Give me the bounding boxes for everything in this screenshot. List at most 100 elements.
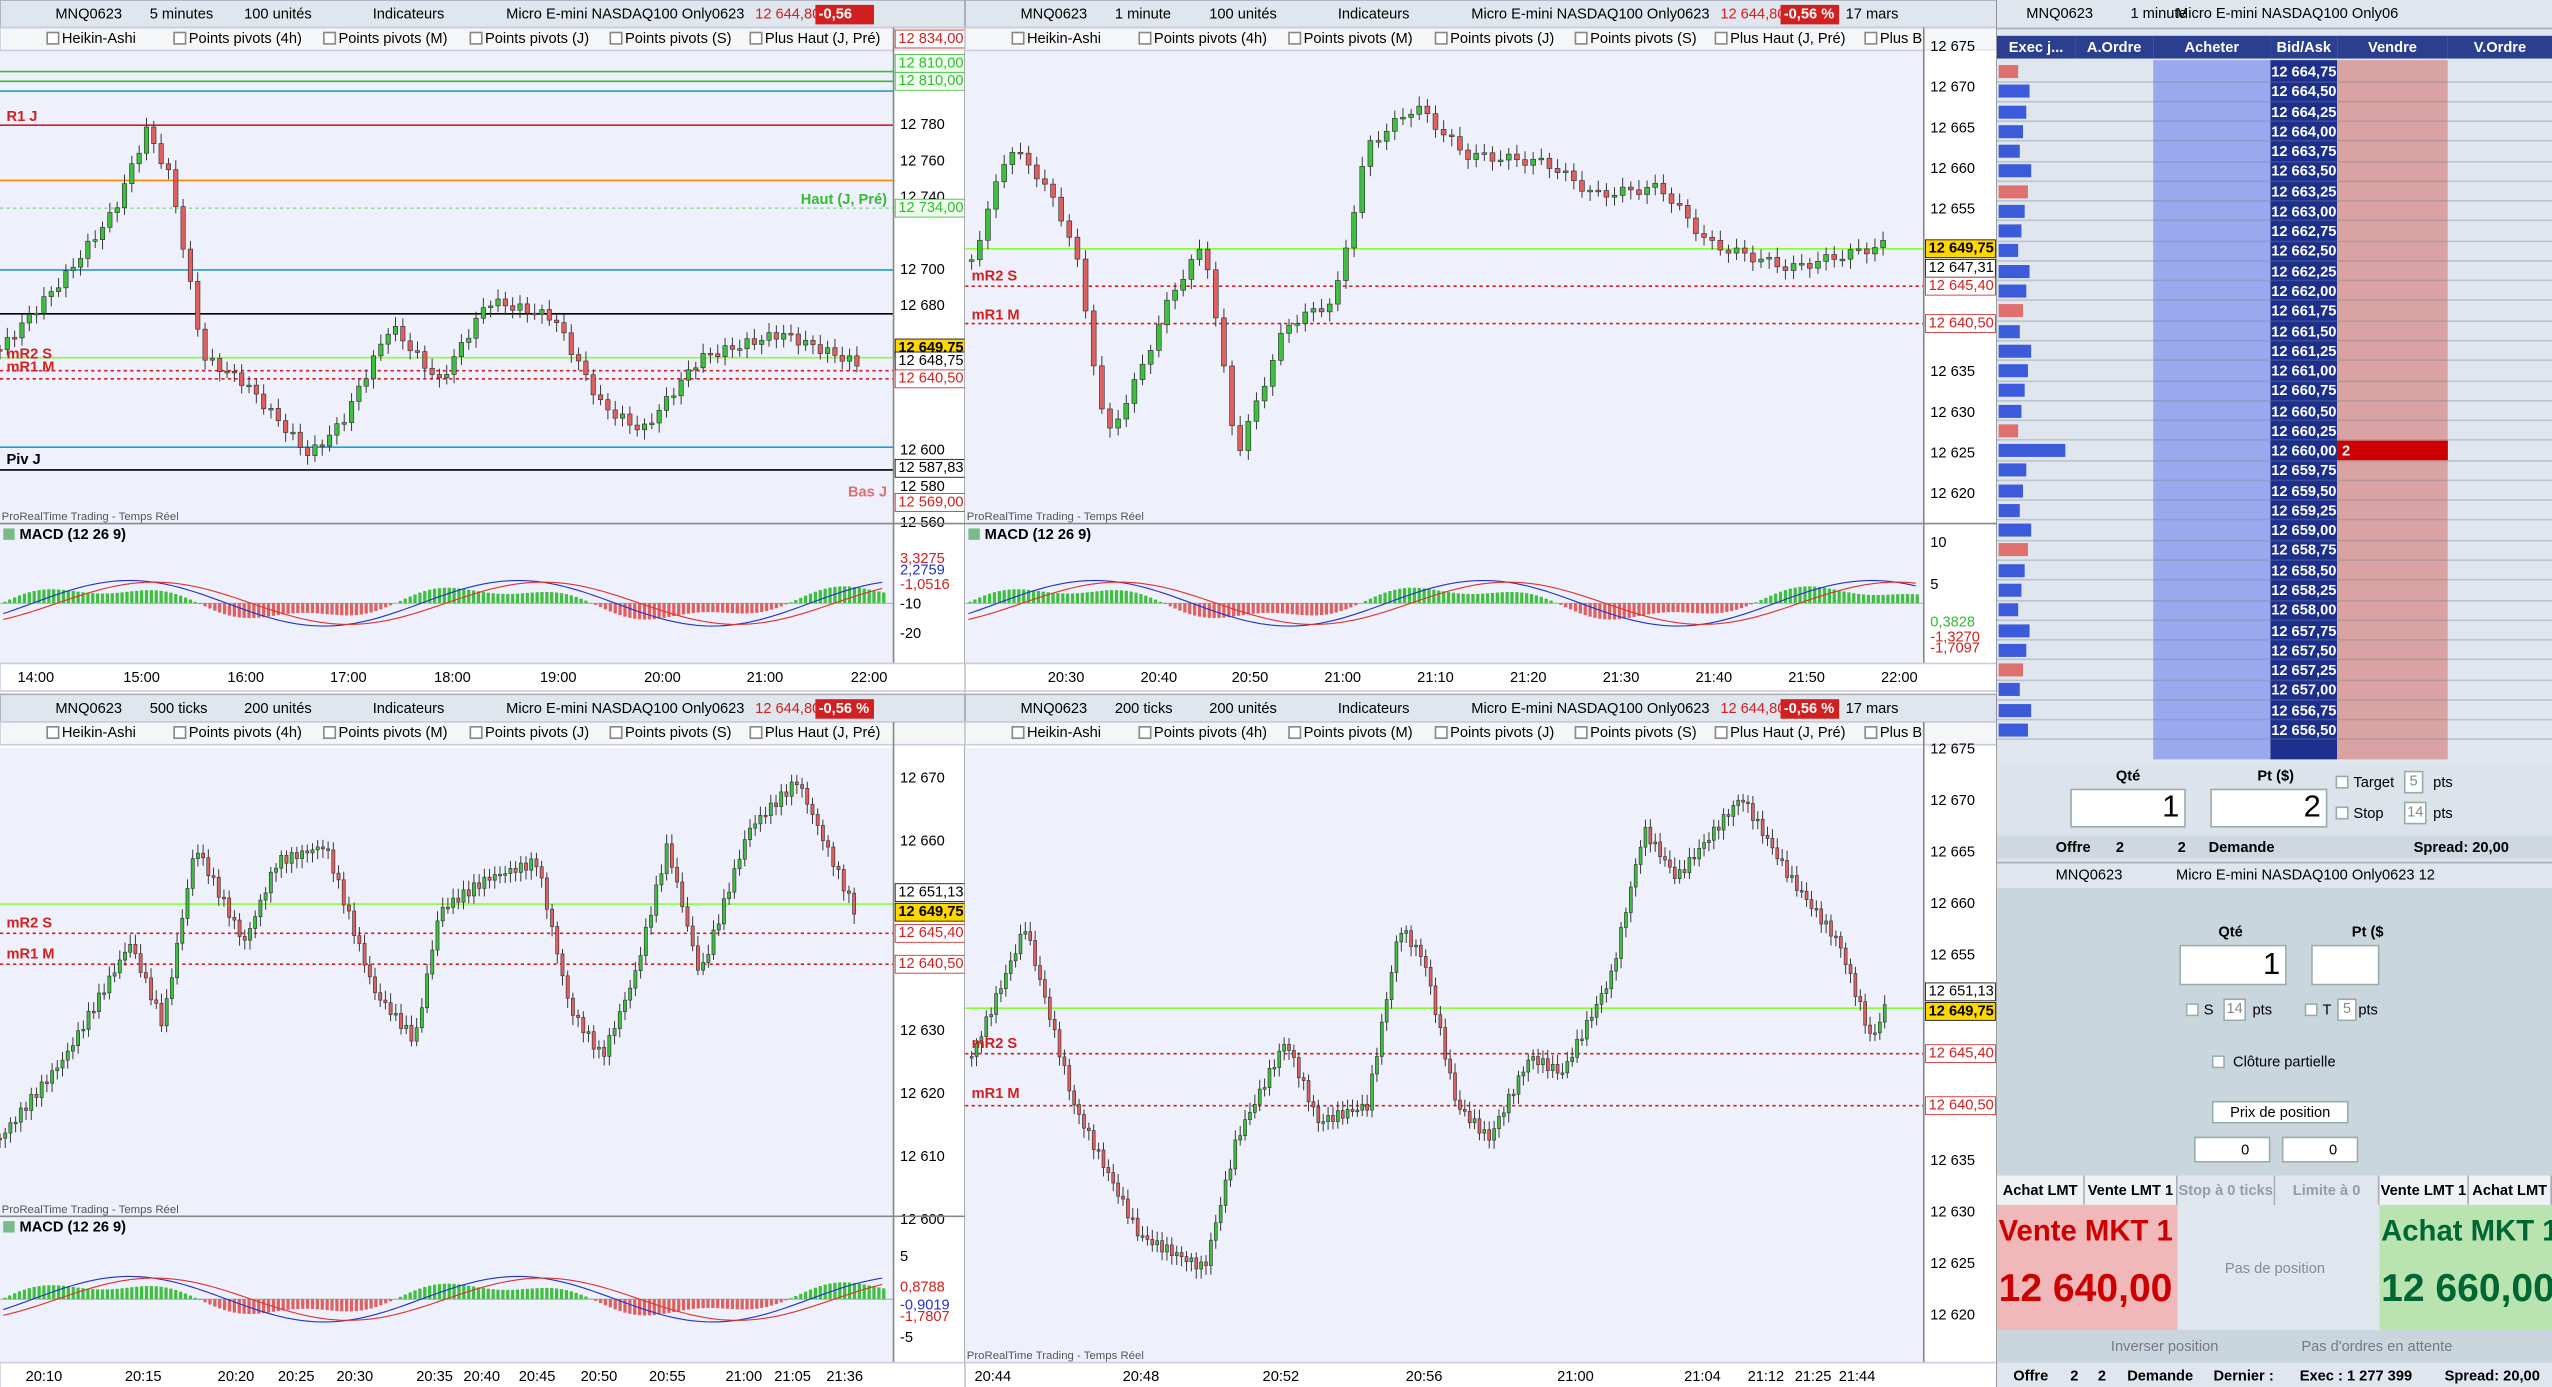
timeframe[interactable]: 1 minute <box>2130 4 2187 22</box>
toolbar-indicators[interactable]: Indicateurs <box>373 7 445 23</box>
toolbar-units[interactable]: 200 unités <box>244 701 312 717</box>
price[interactable]: 12 663,75 <box>2271 143 2337 160</box>
input[interactable]: 5 <box>2337 998 2357 1022</box>
toolbar-units[interactable]: 200 unités <box>1209 701 1277 717</box>
price[interactable]: 12 658,75 <box>2271 542 2337 559</box>
checkbox[interactable] <box>1011 31 1025 45</box>
toolbar-timeframe[interactable]: 5 minutes <box>150 7 213 23</box>
price[interactable]: 12 664,00 <box>2271 123 2337 140</box>
toolbar-indicators[interactable]: Indicateurs <box>1338 7 1410 23</box>
button[interactable]: Stop à 0 ticks <box>2177 1175 2276 1205</box>
toolbar-units[interactable]: 100 unités <box>1209 7 1277 23</box>
qty-input[interactable]: 1 <box>2070 788 2186 828</box>
checkbox[interactable] <box>1288 31 1302 45</box>
price[interactable]: 12 663,25 <box>2271 183 2337 200</box>
checkbox[interactable] <box>749 31 763 45</box>
toolbar-symbol[interactable]: MNQ0623 <box>1020 701 1087 717</box>
price[interactable]: 12 658,50 <box>2271 562 2337 579</box>
price[interactable]: 12 658,25 <box>2271 582 2337 599</box>
checkbox[interactable] <box>323 726 337 740</box>
price[interactable]: 12 656,50 <box>2271 721 2337 739</box>
toolbar-units[interactable]: 100 unités <box>244 7 312 23</box>
toolbar-timeframe[interactable]: 1 minute <box>1115 7 1171 23</box>
checkbox[interactable] <box>323 31 337 45</box>
checkbox[interactable] <box>1574 31 1588 45</box>
button[interactable]: Achat LMT 1 <box>1997 1175 2085 1228</box>
price[interactable]: 12 660,50 <box>2271 402 2337 419</box>
column-header[interactable]: Exec j... <box>1997 35 2076 59</box>
price[interactable]: 12 662,25 <box>2271 262 2337 280</box>
price[interactable]: 12 657,25 <box>2271 661 2337 679</box>
checkbox[interactable] <box>1138 726 1152 740</box>
button[interactable]: Vente LMT 1 <box>2379 1175 2469 1205</box>
price[interactable]: 12 663,50 <box>2271 163 2337 180</box>
column-header[interactable]: A.Ordre <box>2075 35 2154 59</box>
buy-market[interactable] <box>2379 1204 2552 1331</box>
pt-input[interactable] <box>2311 944 2380 986</box>
checkbox[interactable] <box>1138 31 1152 45</box>
price[interactable]: 12 659,00 <box>2271 522 2337 539</box>
price[interactable]: 12 659,75 <box>2271 462 2337 479</box>
price[interactable]: 12 664,50 <box>2271 83 2337 100</box>
column-header[interactable]: V.Ordre <box>2447 35 2552 59</box>
checkbox[interactable] <box>2335 775 2349 789</box>
price[interactable]: 12 657,00 <box>2271 681 2337 699</box>
checkbox[interactable] <box>1714 726 1728 740</box>
checkbox[interactable] <box>609 726 623 740</box>
toolbar-symbol[interactable]: MNQ0623 <box>55 701 122 717</box>
checkbox[interactable] <box>609 31 623 45</box>
price[interactable]: 12 658,00 <box>2271 602 2337 619</box>
price[interactable]: 12 660,75 <box>2271 382 2337 399</box>
price[interactable]: 12 660,25 <box>2271 422 2337 439</box>
button[interactable]: Achat LMT 1 <box>2468 1175 2552 1228</box>
checkbox[interactable] <box>1288 726 1302 740</box>
checkbox[interactable] <box>2304 1003 2318 1017</box>
price[interactable]: 12 661,75 <box>2271 302 2337 320</box>
checkbox[interactable] <box>2211 1055 2225 1069</box>
select[interactable]: Prix de position <box>2211 1100 2349 1124</box>
price[interactable]: 12 660,00 <box>2270 440 2338 461</box>
toolbar-indicators[interactable]: Indicateurs <box>373 701 445 717</box>
checkbox[interactable] <box>469 31 483 45</box>
price[interactable]: 12 664,75 <box>2271 63 2337 80</box>
button[interactable]: Inverser position <box>2110 1338 2219 1355</box>
toolbar-indicators[interactable]: Indicateurs <box>1338 701 1410 717</box>
checkbox[interactable] <box>749 726 763 740</box>
ask-qty[interactable]: 2 <box>2342 442 2351 459</box>
toolbar-timeframe[interactable]: 500 ticks <box>150 701 208 717</box>
price[interactable]: 12 659,25 <box>2271 502 2337 519</box>
symbol[interactable]: MNQ0623 <box>2026 4 2094 22</box>
checkbox[interactable] <box>1864 31 1878 45</box>
price[interactable]: 12 659,50 <box>2271 482 2337 499</box>
column-header[interactable]: Bid/Ask <box>2270 35 2338 59</box>
input[interactable]: 14 <box>2223 998 2247 1022</box>
price[interactable]: 12 663,00 <box>2271 203 2337 220</box>
price[interactable]: 12 661,25 <box>2271 342 2337 359</box>
toolbar-symbol[interactable]: MNQ0623 <box>55 7 122 23</box>
checkbox[interactable] <box>1011 726 1025 740</box>
checkbox[interactable] <box>1434 726 1448 740</box>
checkbox[interactable] <box>1574 726 1588 740</box>
checkbox[interactable] <box>46 31 60 45</box>
price[interactable]: 12 661,00 <box>2271 362 2337 379</box>
sell-market[interactable] <box>1997 1204 2178 1331</box>
checkbox[interactable] <box>2185 1003 2199 1017</box>
symbol[interactable]: MNQ0623 <box>2055 866 2123 883</box>
toolbar-timeframe[interactable]: 200 ticks <box>1115 701 1173 717</box>
checkbox[interactable] <box>46 726 60 740</box>
checkbox[interactable] <box>2335 806 2349 820</box>
input[interactable]: 5 <box>2403 770 2424 794</box>
price[interactable]: 12 664,25 <box>2271 103 2337 120</box>
checkbox[interactable] <box>469 726 483 740</box>
button[interactable]: Pas d'ordres en attente <box>2301 1338 2453 1355</box>
column-header[interactable]: Acheter <box>2153 35 2271 59</box>
price[interactable]: 12 661,50 <box>2271 322 2337 340</box>
price[interactable]: 12 657,50 <box>2271 642 2337 659</box>
checkbox[interactable] <box>1864 726 1878 740</box>
column-header[interactable]: Vendre <box>2337 35 2448 59</box>
qty-input[interactable]: 1 <box>2179 944 2287 986</box>
pt-input[interactable]: 2 <box>2210 788 2328 828</box>
toolbar-symbol[interactable]: MNQ0623 <box>1020 7 1087 23</box>
checkbox[interactable] <box>173 31 187 45</box>
price[interactable]: 12 662,00 <box>2271 282 2337 300</box>
